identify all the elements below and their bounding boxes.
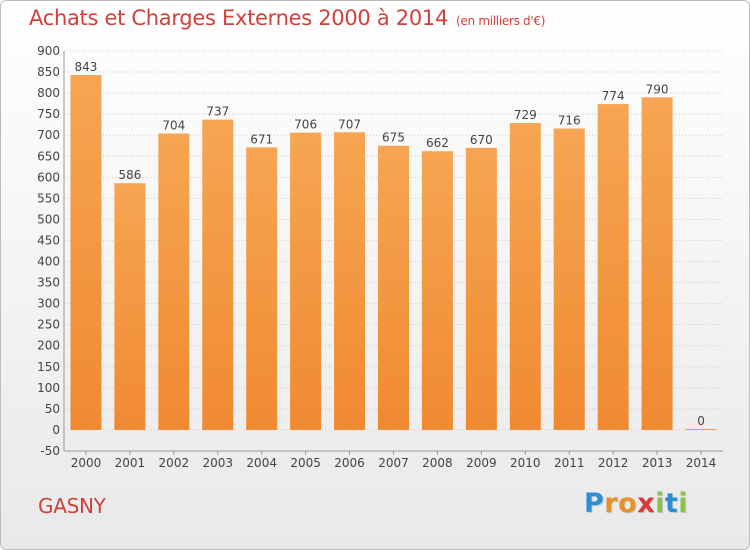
y-tick-label: 400 — [37, 255, 60, 269]
logo-letter: r — [604, 488, 619, 519]
y-tick-label: 800 — [37, 86, 60, 100]
y-tick-label: 500 — [37, 212, 60, 226]
data-label: 662 — [426, 136, 449, 150]
bar — [158, 133, 190, 430]
data-label: 704 — [162, 119, 185, 133]
y-tick-label: 50 — [45, 402, 60, 416]
data-label: 729 — [514, 108, 537, 122]
y-tick-label: 100 — [37, 381, 60, 395]
y-tick-label: 250 — [37, 318, 60, 332]
x-tick-label: 2008 — [422, 456, 453, 470]
x-tick-label: 2005 — [290, 456, 321, 470]
bar — [378, 145, 409, 430]
x-tick-label: 2009 — [466, 456, 497, 470]
chart-title: Achats et Charges Externes 2000 à 2014 (e… — [29, 6, 545, 30]
chart-title-text: Achats et Charges Externes 2000 à 2014 — [29, 6, 449, 30]
y-tick-label: 0 — [52, 423, 60, 437]
bar — [202, 119, 234, 430]
x-tick-label: 2013 — [642, 456, 673, 470]
bar — [597, 104, 629, 430]
y-tick-label: 350 — [37, 276, 60, 290]
bar — [246, 147, 278, 430]
x-tick-label: 2014 — [686, 456, 717, 470]
x-tick-label: 2010 — [510, 456, 541, 470]
data-label: 707 — [338, 117, 361, 131]
proxiti-logo: Proxiti — [584, 488, 688, 519]
x-tick-label: 2011 — [554, 456, 585, 470]
bar — [553, 128, 585, 430]
y-tick-label: 650 — [37, 149, 60, 163]
bar — [290, 132, 322, 430]
y-tick-label: 600 — [37, 170, 60, 184]
x-tick-label: 2000 — [71, 456, 102, 470]
y-tick-label: 300 — [37, 297, 60, 311]
x-tick-label: 2003 — [202, 456, 233, 470]
y-tick-label: 900 — [37, 44, 60, 58]
unit-note: (en milliers d'€) — [456, 14, 546, 28]
logo-letter: i — [678, 488, 689, 519]
y-tick-label: 700 — [37, 128, 60, 142]
bar — [421, 151, 453, 430]
logo-letter: i — [655, 488, 665, 519]
bar — [641, 97, 673, 430]
data-label: 675 — [382, 131, 405, 145]
x-tick-label: 2007 — [378, 456, 409, 470]
data-label: 0 — [697, 414, 705, 428]
logo-letter: P — [584, 488, 605, 519]
y-tick-label: -50 — [40, 444, 60, 458]
data-label: 671 — [250, 132, 273, 146]
data-label: 774 — [602, 89, 625, 103]
bar — [465, 147, 497, 430]
bar — [114, 183, 146, 430]
data-label: 843 — [75, 60, 98, 74]
y-tick-label: 850 — [37, 65, 60, 79]
bar — [685, 428, 717, 430]
data-label: 670 — [470, 133, 493, 147]
x-tick-label: 2012 — [598, 456, 629, 470]
x-tick-label: 2001 — [115, 456, 146, 470]
commune-name: GASNY — [38, 494, 106, 518]
bar — [509, 123, 541, 430]
logo-letter: o — [618, 488, 638, 519]
data-label: 706 — [294, 118, 317, 132]
data-label: 737 — [206, 105, 229, 119]
data-label: 790 — [646, 82, 669, 96]
y-tick-label: 450 — [37, 233, 60, 247]
data-label: 586 — [118, 168, 141, 182]
logo-letter: t — [664, 488, 679, 519]
y-tick-label: 150 — [37, 360, 60, 374]
y-tick-label: 550 — [37, 191, 60, 205]
x-tick-label: 2006 — [334, 456, 365, 470]
x-tick-label: 2002 — [159, 456, 190, 470]
x-tick-label: 2004 — [246, 456, 277, 470]
y-tick-label: 750 — [37, 107, 60, 121]
data-label: 716 — [558, 113, 581, 127]
logo-letter: x — [637, 488, 656, 519]
y-tick-label: 200 — [37, 339, 60, 353]
bar — [70, 75, 102, 430]
bar — [334, 132, 366, 430]
